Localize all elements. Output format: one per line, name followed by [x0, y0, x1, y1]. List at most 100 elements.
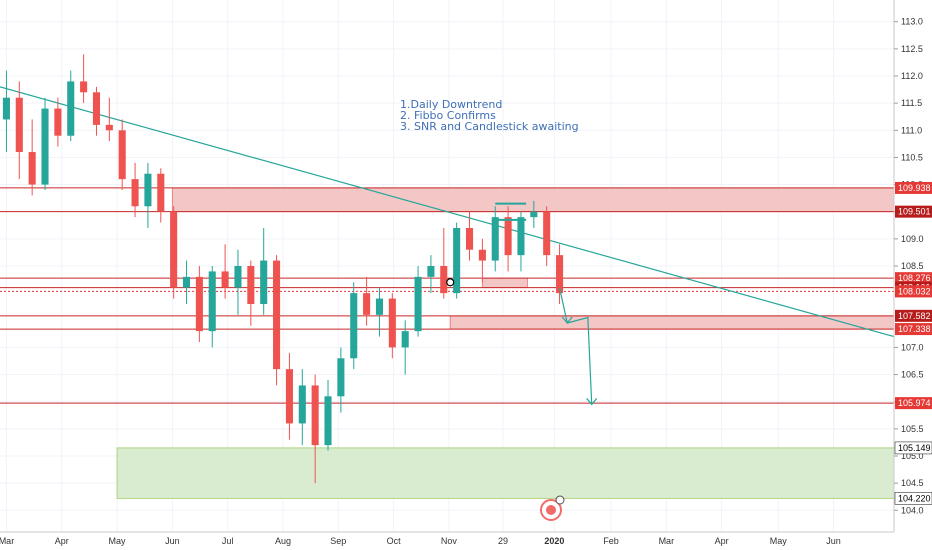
- arrow-head: [586, 398, 598, 406]
- x-tick-label: Jun: [165, 536, 180, 546]
- note-line-3: 3. SNR and Candlestick awaiting: [400, 120, 579, 133]
- candle: [530, 200, 538, 228]
- candle-body: [247, 266, 255, 304]
- candle: [375, 287, 384, 337]
- price-badge: 107.582: [895, 309, 932, 322]
- candle-body: [131, 179, 139, 207]
- y-tick-label: 105.0: [901, 451, 924, 461]
- candle-body: [221, 271, 229, 288]
- candle: [67, 70, 75, 142]
- y-tick-label: 105.5: [901, 424, 924, 434]
- candle-body: [182, 276, 191, 288]
- price-badge-bg: [895, 272, 932, 285]
- candle-body: [543, 211, 551, 256]
- candle: [543, 206, 551, 266]
- y-tick-label: 110.5: [901, 152, 923, 162]
- candle: [15, 81, 23, 180]
- projection-arrow-1: [558, 287, 568, 324]
- note-line-1: 1.Daily Downtrend: [400, 98, 502, 111]
- candle: [182, 260, 191, 304]
- candle: [363, 276, 371, 326]
- candle: [273, 255, 281, 386]
- price-badge: 105.149: [894, 441, 932, 455]
- price-badge-label: 108.276: [898, 273, 931, 283]
- y-tick-label: 108.5: [901, 261, 924, 271]
- pivot-marker: [446, 278, 455, 287]
- candle-body: [478, 249, 486, 261]
- candle-body: [491, 217, 499, 261]
- arrow-head: [561, 316, 573, 324]
- y-tick-label: 113.0: [901, 17, 923, 27]
- candle: [247, 260, 255, 326]
- time-axis-ticks: Mar Apr May Jun Jul Aug Sep Oct Nov 29 2020 Feb Mar A…: [0, 536, 841, 546]
- price-badge-bg: [895, 181, 932, 194]
- x-tick-label: Jun: [826, 536, 841, 546]
- candle-body: [388, 298, 396, 348]
- candle-body: [118, 130, 126, 180]
- candle: [414, 266, 422, 337]
- candle-body: [350, 293, 358, 359]
- candle: [440, 228, 448, 299]
- price-badge: 105.974: [895, 397, 932, 410]
- candle: [195, 266, 203, 342]
- candle-body: [414, 276, 422, 332]
- candle-body: [67, 81, 75, 136]
- candle: [144, 162, 152, 228]
- candle: [157, 168, 165, 223]
- candle: [427, 255, 435, 294]
- candle-body: [324, 396, 332, 446]
- x-tick-label: 29: [498, 536, 508, 546]
- candle: [517, 211, 525, 272]
- price-badge-bg: [895, 397, 932, 410]
- watermark-logo: [540, 495, 565, 521]
- candle-body: [285, 369, 293, 424]
- x-tick-label: Nov: [441, 536, 458, 546]
- x-tick-label: Oct: [387, 536, 402, 546]
- zone-rect: [481, 277, 528, 289]
- candle-body: [260, 260, 268, 304]
- x-tick-label: Apr: [55, 536, 69, 546]
- candle: [465, 211, 474, 261]
- candle: [401, 320, 409, 375]
- y-tick-label: 109.0: [901, 234, 924, 244]
- candle: [28, 119, 36, 196]
- x-tick-label: Sep: [330, 536, 346, 546]
- candle: [221, 244, 229, 299]
- candle-body: [170, 211, 178, 288]
- projection-arrow-2: [567, 316, 593, 405]
- candle-body: [144, 173, 152, 207]
- x-tick-label: Feb: [603, 536, 619, 546]
- candle: [337, 347, 345, 413]
- price-badge-bg: [894, 441, 932, 455]
- candle: [556, 244, 564, 304]
- candle-body: [375, 298, 384, 315]
- x-tick-label: May: [109, 536, 127, 546]
- price-badge: 108.032: [895, 285, 932, 298]
- x-tick-label: Aug: [275, 536, 291, 546]
- y-tick-label: 104.0: [901, 505, 924, 515]
- candle: [208, 266, 216, 348]
- zone-rect: [171, 187, 895, 213]
- y-tick-label: 107.0: [901, 342, 924, 352]
- candle-body: [208, 271, 216, 332]
- candle-body: [273, 260, 281, 370]
- candle: [388, 293, 396, 359]
- candle-body: [453, 228, 461, 294]
- price-badge-label: 107.582: [898, 311, 931, 321]
- candle-body: [401, 331, 409, 348]
- candle: [260, 228, 268, 315]
- candle-body: [28, 152, 36, 185]
- candle-body: [41, 108, 49, 185]
- price-badge-bg: [895, 323, 932, 336]
- price-badge-label: 105.149: [898, 443, 931, 453]
- time-axis[interactable]: [0, 532, 932, 550]
- annotations: [446, 202, 598, 406]
- price-badge-bg: [894, 492, 932, 505]
- price-badge: 109.501: [895, 205, 932, 218]
- downtrend-line: [0, 86, 895, 338]
- price-badge-label: 107.338: [898, 324, 931, 334]
- candle: [80, 54, 88, 104]
- y-tick-label: 111.0: [901, 125, 922, 135]
- price-badge-label: 105.974: [898, 398, 931, 408]
